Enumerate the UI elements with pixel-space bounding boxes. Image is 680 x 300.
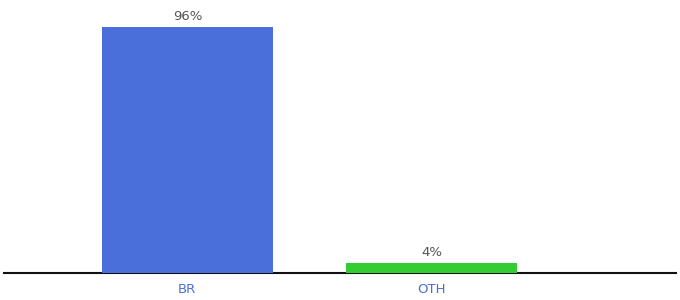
Text: 96%: 96% (173, 11, 202, 23)
Text: 4%: 4% (421, 246, 442, 259)
Bar (102, 27, 273, 273)
Bar (346, 263, 517, 273)
